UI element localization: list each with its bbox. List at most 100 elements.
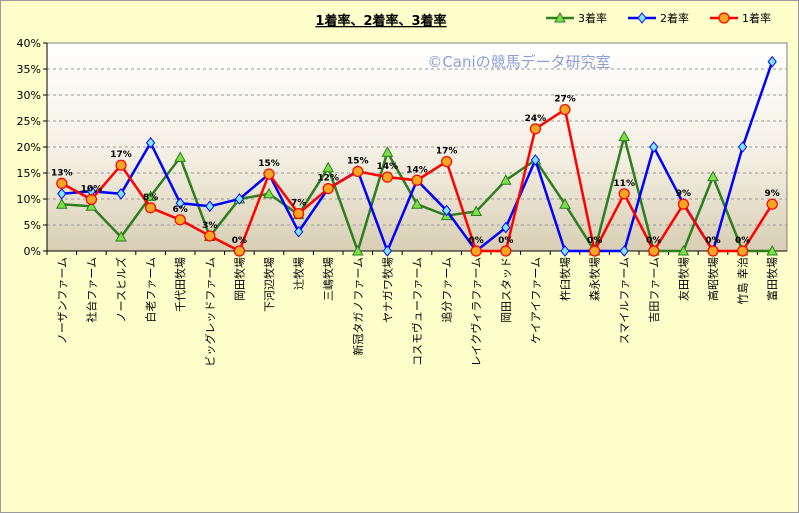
data-point — [559, 103, 571, 116]
y-axis: 0% 5% 10% 15% 20% 25% 30% 35% 40% — [17, 37, 48, 258]
data-point — [530, 154, 541, 166]
data-point — [174, 214, 186, 226]
x-tick-label: 新冠タガノファーム — [351, 257, 365, 356]
data-label: 0% — [232, 236, 247, 246]
data-point — [381, 171, 393, 183]
data-point — [559, 198, 571, 209]
y-tick-label: 20% — [17, 141, 41, 154]
data-label: 8% — [143, 193, 158, 203]
data-label: 24% — [525, 114, 547, 124]
x-tick-label: 森永牧場 — [588, 257, 602, 301]
data-label: 15% — [258, 159, 280, 169]
data-point — [766, 198, 778, 210]
x-tick-label: 三嶋牧場 — [321, 257, 335, 301]
data-point — [441, 204, 452, 217]
x-tick-label: スマイルファーム — [618, 257, 631, 344]
data-point — [263, 168, 275, 180]
data-point — [470, 245, 482, 257]
data-label: 0% — [646, 236, 661, 246]
x-tick-label: ノースヒルズ — [114, 257, 128, 322]
chart-title: 1着率、2着率、3着率 — [315, 13, 446, 29]
data-point — [293, 207, 305, 220]
data-point — [619, 245, 629, 257]
x-tick-label: ノーザンファーム — [56, 257, 69, 344]
data-point — [175, 197, 185, 209]
data-point — [85, 193, 98, 206]
x-tick-label: 社台ファーム — [84, 257, 98, 323]
data-label: 15% — [347, 156, 369, 166]
data-point — [648, 245, 660, 257]
data-label: 13% — [51, 168, 73, 178]
data-point — [618, 130, 631, 142]
data-point — [501, 221, 511, 234]
series-circle — [56, 103, 778, 257]
data-point — [205, 200, 215, 213]
y-tick-label: 15% — [17, 167, 41, 180]
data-point — [381, 146, 394, 157]
data-point — [677, 244, 690, 256]
x-tick-label: コスモヴューファーム — [410, 257, 424, 366]
legend-label: 3着率 — [578, 11, 607, 25]
data-label: 0% — [469, 236, 484, 246]
data-label: 14% — [406, 165, 428, 175]
series-lines — [55, 55, 779, 257]
data-label: 9% — [765, 189, 780, 199]
data-label: 0% — [705, 236, 720, 246]
data-point — [145, 202, 157, 214]
x-tick-label: 高昭牧場 — [706, 257, 720, 301]
data-point — [718, 12, 730, 24]
data-point — [499, 174, 512, 185]
data-point — [637, 12, 647, 24]
data-point — [351, 244, 364, 256]
data-label: 6% — [173, 205, 188, 215]
x-tick-label: 友田牧場 — [676, 257, 690, 301]
data-point — [322, 161, 335, 173]
data-point — [441, 155, 453, 168]
data-label: 7% — [291, 199, 306, 209]
x-axis: ノーザンファーム 社台ファーム ノースヒルズ 白老ファーム 千代田牧場 ビッグレッドファー… — [46, 250, 787, 367]
legend-label: 2着率 — [660, 11, 689, 25]
data-point — [352, 165, 364, 178]
data-point — [116, 187, 126, 200]
data-point — [618, 188, 630, 200]
data-label: 17% — [110, 150, 132, 160]
data-point — [767, 55, 777, 68]
data-point — [736, 245, 749, 257]
data-point — [677, 198, 690, 210]
data-point — [382, 245, 393, 257]
data-point — [263, 187, 275, 199]
data-point — [707, 170, 719, 182]
data-point — [85, 200, 98, 211]
data-point — [233, 245, 245, 257]
x-tick-label: 白老ファーム — [144, 257, 158, 323]
data-label: 27% — [554, 95, 576, 105]
data-point — [766, 244, 779, 256]
data-point — [649, 141, 659, 153]
data-point — [470, 205, 483, 216]
y-tick-label: 0% — [24, 245, 41, 258]
y-tick-label: 40% — [17, 37, 41, 50]
data-point — [57, 187, 67, 200]
data-point — [56, 177, 68, 189]
x-tick-label: 富田牧場 — [765, 257, 779, 301]
x-tick-label: ビッグレッドファーム — [203, 257, 217, 367]
data-point — [293, 225, 304, 238]
data-label: 10% — [81, 185, 103, 195]
data-point — [144, 190, 157, 201]
data-label: 0% — [587, 236, 602, 246]
data-point — [529, 123, 542, 135]
data-point — [411, 174, 423, 186]
x-tick-label: 吉田ファーム — [648, 257, 661, 323]
data-point — [55, 198, 68, 209]
data-point — [500, 245, 512, 257]
watermark: ©Caniの競馬データ研究室 — [427, 53, 610, 71]
data-point — [234, 193, 245, 205]
x-tick-label: 岡田スタッド — [500, 257, 513, 323]
y-tick-label: 5% — [24, 219, 41, 232]
data-label: 14% — [377, 162, 399, 172]
data-point — [115, 159, 127, 171]
data-point — [115, 230, 127, 242]
x-tick-label: ケイアイファーム — [529, 257, 542, 344]
